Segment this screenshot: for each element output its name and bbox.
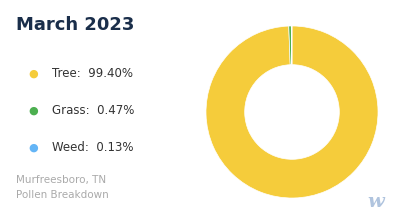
- Text: ●: ●: [28, 106, 38, 116]
- Text: w: w: [367, 193, 384, 211]
- Text: Murfreesboro, TN
Pollen Breakdown: Murfreesboro, TN Pollen Breakdown: [16, 175, 109, 200]
- Text: Grass:  0.47%: Grass: 0.47%: [52, 104, 134, 117]
- Text: ●: ●: [28, 143, 38, 153]
- Text: Tree:  99.40%: Tree: 99.40%: [52, 67, 133, 80]
- Text: ●: ●: [28, 69, 38, 79]
- Wedge shape: [206, 26, 378, 198]
- Wedge shape: [291, 26, 292, 65]
- Text: Weed:  0.13%: Weed: 0.13%: [52, 141, 134, 154]
- Wedge shape: [289, 26, 292, 65]
- Text: March 2023: March 2023: [16, 16, 134, 34]
